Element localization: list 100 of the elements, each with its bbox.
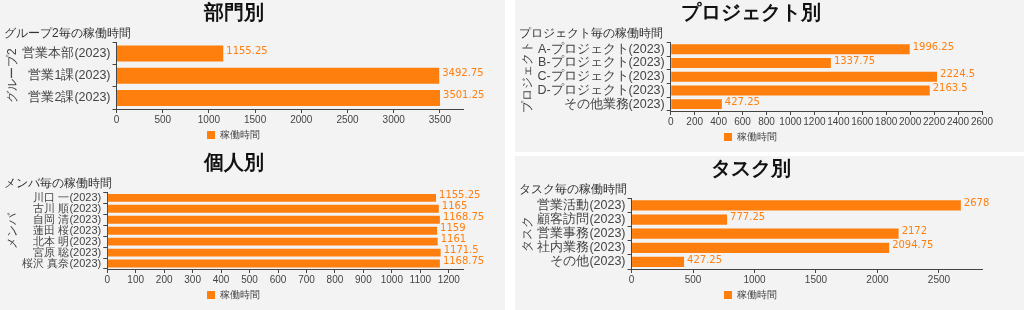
data-label: 1155.25 <box>226 45 268 57</box>
x-tick-label: 400 <box>212 273 230 285</box>
x-tick-label: 2000 <box>866 273 890 285</box>
x-tick-label: 100 <box>127 273 145 285</box>
x-tick-label: 600 <box>734 115 752 127</box>
y-tick-label: C-プロジェクト(2023) <box>537 69 665 84</box>
x-tick-label: 0 <box>113 113 120 125</box>
y-tick-label: 営業事務(2023) <box>537 226 626 241</box>
data-label: 2678 <box>963 197 990 209</box>
x-tick-label: 1500 <box>804 273 828 285</box>
x-tick-label: 800 <box>758 115 776 127</box>
y-tick-label: 営業活動(2023) <box>537 197 626 212</box>
bar <box>632 242 890 253</box>
x-tick-label: 1500 <box>243 113 267 125</box>
chart-title: プロジェクト別 <box>680 0 821 25</box>
x-tick-label: 500 <box>241 273 259 285</box>
bar <box>632 228 899 239</box>
x-tick-label: 400 <box>710 115 728 127</box>
bar <box>671 71 938 82</box>
x-tick-label: 2400 <box>946 115 970 127</box>
x-tick-label: 1000 <box>743 273 767 285</box>
x-tick-label: 2500 <box>336 113 360 125</box>
x-tick-label: 1600 <box>851 115 874 127</box>
y-tick-label: 営業1課(2023) <box>28 68 111 83</box>
x-tick-label: 2000 <box>290 113 313 125</box>
chart-subtitle: プロジェクト毎の稼働時間 <box>519 25 663 40</box>
y-tick-label: 川口 一(2023) <box>33 190 102 203</box>
x-tick-label: 1200 <box>803 115 826 127</box>
chart-subtitle: タスク毎の稼働時間 <box>519 181 627 196</box>
legend-label: 稼働時間 <box>220 288 260 300</box>
data-label: 427.25 <box>687 253 723 265</box>
y-tick-label: 顧客訪問(2023) <box>537 211 626 227</box>
x-tick-label: 1000 <box>197 113 221 125</box>
bar <box>632 200 961 211</box>
x-tick-label: 200 <box>686 115 704 127</box>
chart-title: 個人別 <box>202 150 264 175</box>
legend-label: 稼働時間 <box>220 128 260 140</box>
data-label: 2224.5 <box>940 68 976 80</box>
data-label: 1171.5 <box>443 244 479 256</box>
x-tick-label: 500 <box>154 113 172 125</box>
bar <box>117 67 440 84</box>
y-tick-label: B-プロジェクト(2023) <box>538 55 665 70</box>
data-label: 3501.25 <box>443 89 485 101</box>
x-tick-label: 2200 <box>922 115 946 127</box>
bar <box>632 214 728 225</box>
legend-label: 稼働時間 <box>737 130 777 142</box>
x-tick-label: 2500 <box>927 273 951 285</box>
legend-label: 稼働時間 <box>737 288 777 300</box>
x-tick-label: 1000 <box>779 115 802 127</box>
x-tick-label: 1800 <box>875 115 898 127</box>
data-label: 2163.5 <box>932 82 968 94</box>
x-tick-label: 0 <box>667 115 674 127</box>
x-tick-label: 1000 <box>380 273 404 285</box>
x-tick-label: 800 <box>326 273 344 285</box>
bar <box>632 256 685 268</box>
y-tick-label: 社内業務(2023) <box>537 240 626 255</box>
x-tick-label: 700 <box>298 273 316 285</box>
y-tick-label: その他業務(2023) <box>563 96 665 111</box>
data-label: 2172 <box>901 225 928 237</box>
x-tick-label: 600 <box>269 273 287 285</box>
data-label: 1165 <box>441 200 468 212</box>
data-label: 1168.75 <box>442 211 485 223</box>
data-label: 3492.75 <box>442 67 484 79</box>
bar <box>671 44 910 55</box>
bar <box>117 89 441 106</box>
chart-subtitle: グループ2毎の稼働時間 <box>4 25 131 40</box>
x-tick-label: 2600 <box>970 115 994 127</box>
x-tick-label: 1400 <box>827 115 850 127</box>
x-tick-label: 1100 <box>409 273 432 285</box>
x-tick-label: 3000 <box>382 113 406 125</box>
x-tick-label: 1200 <box>437 273 461 285</box>
y-tick-label: D-プロジェクト(2023) <box>537 82 665 97</box>
y-axis-title: グループ2 <box>4 48 19 104</box>
y-tick-label: その他(2023) <box>550 254 626 269</box>
chart-title: 部門別 <box>202 0 264 25</box>
data-label: 777.25 <box>730 211 766 223</box>
x-tick-label: 900 <box>355 273 373 285</box>
x-tick-label: 200 <box>155 273 173 285</box>
x-tick-label: 0 <box>628 273 635 285</box>
bar <box>671 85 930 96</box>
bar <box>671 99 722 110</box>
x-tick-label: 500 <box>684 273 702 285</box>
x-tick-label: 2000 <box>899 115 922 127</box>
y-axis-title: プロジェクト <box>519 40 534 113</box>
y-axis-title: メンバ <box>4 211 19 249</box>
x-tick-label: 3500 <box>428 113 452 125</box>
data-label: 1155.25 <box>439 189 481 201</box>
bar <box>671 58 831 68</box>
data-label: 1159 <box>440 222 466 234</box>
data-label: 1161 <box>440 233 467 245</box>
x-tick-label: 300 <box>184 273 202 285</box>
data-label: 2094.75 <box>892 239 934 251</box>
bar <box>117 45 224 62</box>
y-axis-title: タスク <box>519 215 534 252</box>
y-tick-label: A-プロジェクト(2023) <box>538 41 665 56</box>
data-label: 427.25 <box>724 95 760 107</box>
chart-title: タスク別 <box>710 156 791 181</box>
y-tick-label: 営業2課(2023) <box>28 90 111 105</box>
x-tick-label: 0 <box>104 273 111 285</box>
chart-subtitle: メンバ毎の稼働時間 <box>4 175 112 190</box>
